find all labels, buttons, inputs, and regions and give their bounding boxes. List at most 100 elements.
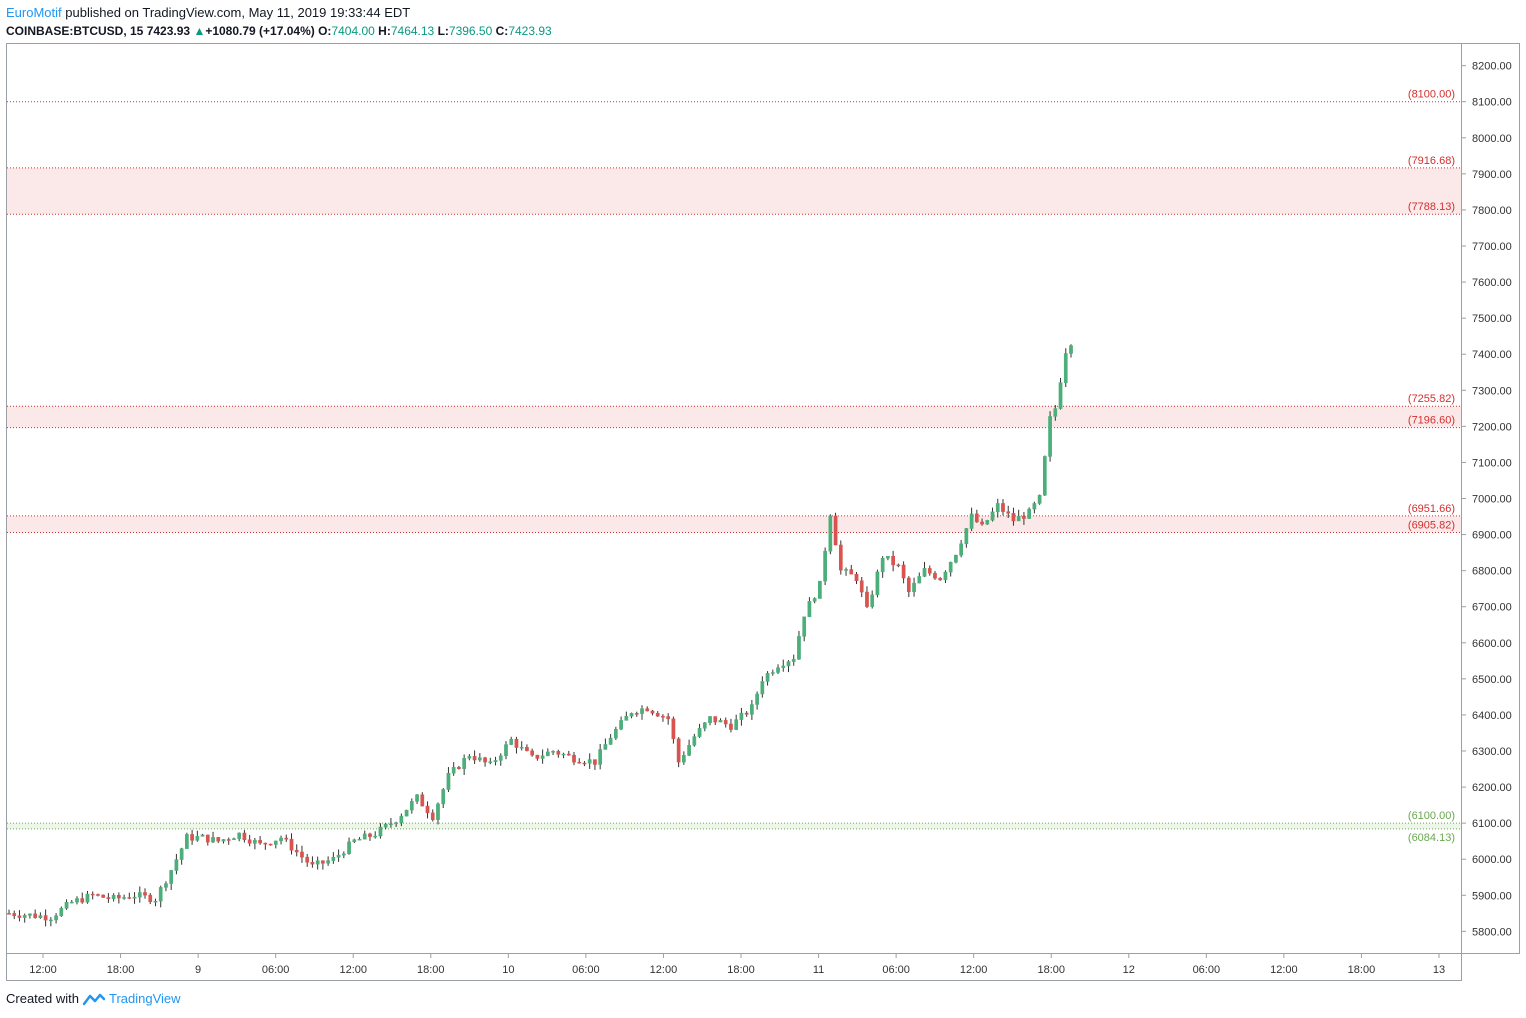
candle-body	[404, 809, 409, 817]
candle-body	[603, 744, 608, 750]
candle-body	[117, 895, 121, 899]
x-tick-label: 06:00	[572, 964, 600, 976]
candle-body	[938, 577, 943, 581]
candle-body	[655, 712, 660, 717]
candle-body	[671, 718, 676, 740]
candle-body	[901, 564, 906, 579]
candle-body	[106, 897, 111, 899]
candles-layer	[7, 344, 1073, 927]
y-tick-label: 7000.00	[1472, 494, 1512, 506]
candle-body	[132, 896, 137, 899]
candle-body	[828, 515, 833, 552]
candle-body	[153, 900, 158, 903]
candle-body	[33, 913, 38, 918]
candle-body	[933, 573, 937, 579]
x-tick-label: 11	[813, 964, 824, 976]
candle-body	[43, 915, 48, 921]
candle-body	[1058, 382, 1063, 409]
candle-body	[127, 897, 132, 899]
candle-body	[174, 859, 179, 871]
candle-body	[645, 708, 650, 712]
close-label: C:	[495, 24, 509, 38]
level-label: (8100.00)	[1408, 89, 1455, 101]
candle-body	[158, 887, 163, 902]
y-tick-label: 6400.00	[1472, 710, 1512, 722]
x-tick-label: 06:00	[1193, 964, 1221, 976]
x-tick-label: 18:00	[1037, 964, 1065, 976]
level-label: (7196.60)	[1408, 415, 1455, 427]
candle-body	[96, 894, 100, 896]
candle-body	[985, 520, 990, 525]
y-tick-label: 7500.00	[1472, 313, 1512, 325]
candle-body	[870, 594, 875, 607]
candle-body	[687, 745, 691, 756]
tradingview-brand-link[interactable]: TradingView	[108, 991, 181, 1006]
candle-body	[205, 834, 210, 843]
candle-body	[200, 834, 205, 837]
candle-body	[891, 556, 895, 566]
x-tick-label: 06:00	[882, 964, 910, 976]
x-tick-label: 12:00	[339, 964, 367, 976]
candle-body	[64, 902, 69, 909]
candle-body	[362, 833, 367, 840]
level-label: (6084.13)	[1408, 832, 1455, 844]
candle-body	[462, 757, 466, 769]
symbol-label[interactable]: COINBASE:BTCUSD, 15	[6, 24, 144, 38]
candle-body	[69, 901, 74, 904]
candle-body	[708, 716, 712, 723]
candle-body	[608, 737, 613, 745]
y-tick-label: 6700.00	[1472, 602, 1512, 614]
candle-body	[791, 659, 796, 662]
time-axis[interactable]	[6, 953, 1462, 981]
candle-body	[75, 898, 79, 903]
candle-body	[457, 767, 461, 769]
candle-body	[676, 738, 681, 763]
x-tick-label: 12	[1123, 964, 1135, 976]
candle-body	[49, 919, 53, 922]
candle-body	[289, 838, 294, 851]
low-value: 7396.50	[448, 24, 493, 38]
candle-body	[535, 754, 540, 759]
candle-body	[582, 762, 587, 765]
candle-body	[90, 893, 95, 896]
candle-body	[739, 712, 744, 720]
candle-body	[1032, 503, 1037, 510]
candle-body	[875, 571, 880, 596]
candle-body	[59, 908, 64, 917]
candle-body	[357, 838, 362, 841]
y-tick-label: 6300.00	[1472, 746, 1512, 758]
candle-body	[1011, 513, 1016, 522]
candle-body	[190, 834, 194, 841]
candle-body	[28, 913, 32, 916]
candle-body	[409, 801, 414, 811]
candle-body	[1022, 515, 1026, 519]
candle-body	[551, 751, 555, 753]
candle-body	[300, 851, 304, 858]
level-zone	[7, 406, 1461, 428]
candle-body	[7, 913, 11, 915]
candle-body	[378, 826, 383, 837]
y-tick-label: 8100.00	[1472, 97, 1512, 109]
candle-body	[179, 848, 184, 860]
candle-body	[786, 661, 791, 667]
level-label: (6905.82)	[1408, 519, 1455, 531]
candle-body	[504, 744, 508, 757]
created-with-text: Created with	[6, 991, 79, 1006]
author-link[interactable]: EuroMotif	[6, 5, 62, 20]
publish-info: published on TradingView.com, May 11, 20…	[65, 5, 411, 20]
candle-body	[122, 897, 126, 899]
price-axis[interactable]	[1461, 43, 1520, 954]
candle-body	[713, 716, 718, 723]
candle-body	[242, 832, 247, 841]
candle-body	[854, 573, 859, 582]
candle-body	[1027, 508, 1031, 519]
y-tick-label: 6500.00	[1472, 674, 1512, 686]
candle-body	[572, 754, 576, 763]
candle-body	[734, 719, 739, 730]
candle-body	[273, 840, 278, 845]
candle-body	[331, 856, 336, 861]
candle-body	[383, 823, 388, 828]
level-label: (7788.13)	[1408, 201, 1455, 213]
candle-body	[561, 753, 566, 756]
